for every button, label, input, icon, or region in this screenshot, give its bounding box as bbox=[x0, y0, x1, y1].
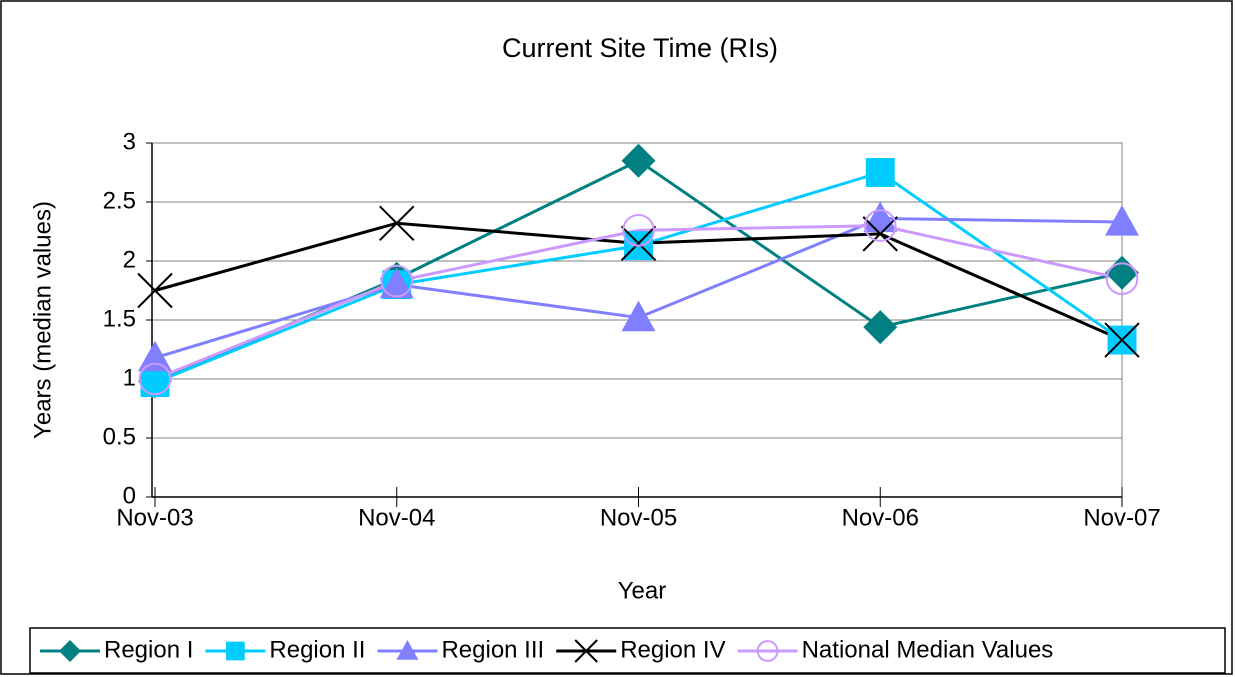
marker-x bbox=[574, 639, 598, 663]
marker-diamond bbox=[1105, 255, 1139, 290]
marker-circle bbox=[138, 362, 172, 396]
y-tick-label: 1.5 bbox=[103, 305, 136, 332]
x-tick-label: Nov-03 bbox=[116, 504, 193, 531]
marker-circle bbox=[622, 214, 655, 247]
marker-square bbox=[140, 368, 170, 397]
x-axis-label: Year bbox=[618, 577, 667, 604]
legend-label: Region II bbox=[269, 636, 365, 663]
marker-x bbox=[862, 216, 898, 252]
legend-label: Region III bbox=[441, 636, 544, 663]
marker-circle bbox=[1105, 262, 1139, 296]
y-tick-label: 3 bbox=[123, 128, 136, 155]
marker-square bbox=[226, 641, 245, 661]
legend-label: Region IV bbox=[620, 636, 725, 663]
marker-triangle bbox=[396, 640, 419, 660]
marker-circle bbox=[756, 640, 779, 662]
marker-diamond bbox=[59, 640, 81, 662]
x-tick-label: Nov-07 bbox=[1083, 504, 1160, 531]
marker-triangle bbox=[138, 340, 172, 372]
marker-x bbox=[379, 205, 415, 241]
y-tick-label: 2 bbox=[123, 246, 136, 273]
marker-circle bbox=[380, 264, 414, 298]
y-tick-label: 2.5 bbox=[103, 187, 136, 214]
y-tick-label: 0 bbox=[123, 482, 136, 509]
x-tick-label: Nov-04 bbox=[358, 504, 435, 531]
series-line bbox=[154, 224, 1123, 381]
marker-triangle bbox=[621, 300, 656, 332]
marker-x bbox=[1104, 322, 1140, 358]
marker-triangle bbox=[1105, 205, 1139, 236]
chart-title: Current Site Time (RIs) bbox=[502, 33, 778, 63]
legend-label: National Median Values bbox=[802, 636, 1054, 663]
y-axis-label: Years (median values) bbox=[29, 201, 56, 439]
marker-triangle bbox=[379, 267, 414, 299]
marker-diamond bbox=[621, 143, 656, 178]
marker-diamond bbox=[863, 310, 898, 345]
y-tick-label: 1 bbox=[123, 364, 136, 391]
marker-x bbox=[620, 225, 657, 262]
x-tick-label: Nov-05 bbox=[600, 504, 677, 531]
legend-label: Region I bbox=[104, 636, 193, 663]
marker-circle bbox=[863, 209, 897, 242]
x-tick-label: Nov-06 bbox=[842, 504, 919, 531]
marker-x bbox=[137, 272, 173, 309]
marker-square bbox=[865, 158, 895, 187]
y-tick-label: 0.5 bbox=[103, 423, 136, 450]
